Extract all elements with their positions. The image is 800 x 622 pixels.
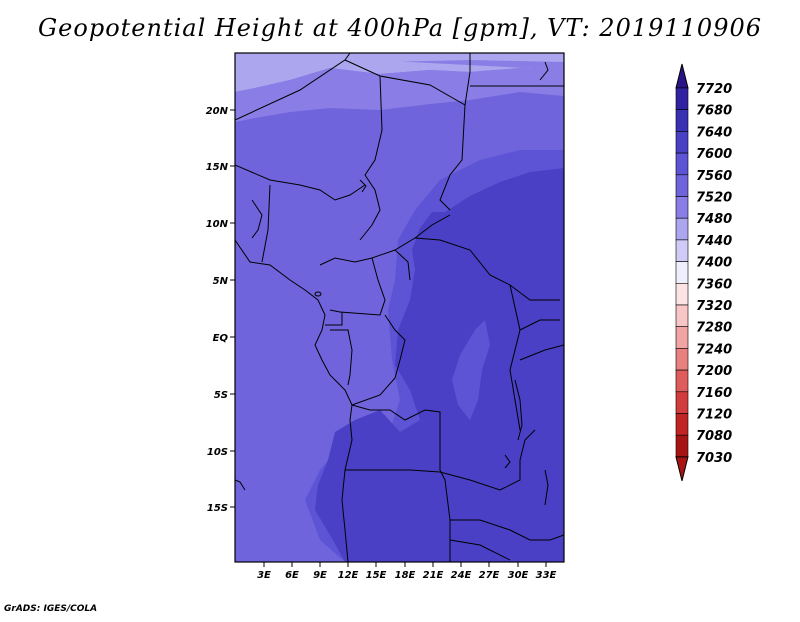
country-borders bbox=[235, 53, 564, 562]
colorbar-label: 7320 bbox=[696, 299, 732, 314]
colorbar-swatch bbox=[675, 326, 689, 349]
field-7560-blob bbox=[452, 320, 490, 420]
lon-tick-label: 12E bbox=[338, 570, 359, 581]
colorbar-label: 7120 bbox=[696, 408, 732, 423]
colorbar-swatch bbox=[675, 304, 689, 328]
colorbar-bottom-arrow bbox=[675, 456, 689, 482]
colorbar-label: 7280 bbox=[696, 321, 732, 336]
colorbar-label: 7440 bbox=[696, 234, 732, 249]
lon-tick-label: 6E bbox=[285, 570, 299, 581]
map-title: Geopotential Height at 400hPa [gpm], VT:… bbox=[38, 14, 762, 42]
height-field bbox=[235, 53, 564, 562]
lon-tick-label: 33E bbox=[536, 570, 557, 581]
lon-tick-label: 15E bbox=[366, 570, 387, 581]
colorbar-label: 7680 bbox=[696, 104, 732, 119]
lat-tick-label: EQ bbox=[213, 333, 229, 344]
lat-tick-label: 15S bbox=[207, 503, 228, 514]
map-frame bbox=[234, 52, 565, 563]
lat-tick-label: 20N bbox=[206, 106, 229, 117]
lon-tick-label: 24E bbox=[451, 570, 472, 581]
field-7440-top bbox=[235, 53, 564, 80]
colorbar-label: 7520 bbox=[696, 191, 732, 206]
lat-tick-label: 5S bbox=[214, 390, 228, 401]
lon-tick-label: 9E bbox=[313, 570, 327, 581]
colorbar-swatch bbox=[675, 369, 689, 393]
lon-ticks: 3E 6E 9E 12E 15E 18E 21E 24E 27E 30E 33E bbox=[257, 562, 557, 581]
colorbar-swatch bbox=[675, 196, 689, 219]
colorbar-swatch bbox=[675, 174, 689, 197]
lat-tick-label: 10N bbox=[206, 219, 229, 230]
colorbar-legend: 7720 7680 7640 7600 7560 7520 7480 7440 7400 7360… bbox=[675, 63, 732, 482]
lon-tick-label: 21E bbox=[423, 570, 444, 581]
colorbar-swatch bbox=[675, 131, 689, 154]
colorbar-swatch bbox=[675, 282, 689, 306]
colorbar-swatch bbox=[675, 434, 689, 458]
colorbar-label: 7200 bbox=[696, 364, 732, 379]
colorbar-swatch bbox=[675, 217, 689, 241]
colorbar-label: 7080 bbox=[696, 429, 732, 444]
lat-tick-label: 10S bbox=[207, 447, 228, 458]
lat-tick-label: 5N bbox=[213, 276, 229, 287]
colorbar-label: 7030 bbox=[696, 451, 732, 466]
colorbar-swatch bbox=[675, 413, 689, 436]
lon-tick-label: 18E bbox=[395, 570, 416, 581]
colorbar-swatch bbox=[675, 239, 689, 262]
lon-tick-label: 30E bbox=[508, 570, 529, 581]
colorbar-label: 7640 bbox=[696, 125, 732, 140]
lat-ticks: 20N 15N 10N 5N EQ 5S 10S 15S bbox=[206, 106, 235, 514]
lat-tick-label: 15N bbox=[206, 162, 229, 173]
colorbar-swatch bbox=[675, 109, 689, 132]
colorbar-label: 7160 bbox=[696, 386, 732, 401]
colorbar-top-arrow bbox=[675, 63, 689, 89]
colorbar-label: 7720 bbox=[696, 82, 732, 97]
lakes bbox=[314, 61, 549, 506]
colorbar-label: 7400 bbox=[696, 256, 732, 271]
colorbar-swatch bbox=[675, 152, 689, 176]
colorbar-label: 7480 bbox=[696, 212, 732, 227]
colorbar-swatch bbox=[675, 391, 689, 414]
colorbar-label: 7360 bbox=[696, 277, 732, 292]
credit-text: GrADS: IGES/COLA bbox=[4, 604, 98, 614]
field-7600-east bbox=[315, 168, 564, 562]
lon-tick-label: 27E bbox=[479, 570, 500, 581]
colorbar-swatch bbox=[675, 261, 689, 284]
colorbar-swatch bbox=[675, 348, 689, 371]
colorbar-label: 7240 bbox=[696, 342, 732, 357]
field-7480-band bbox=[235, 53, 564, 122]
lon-tick-label: 3E bbox=[257, 570, 271, 581]
colorbar-swatch bbox=[675, 87, 689, 111]
colorbar-label: 7600 bbox=[696, 147, 732, 162]
colorbar-label: 7560 bbox=[696, 169, 732, 184]
